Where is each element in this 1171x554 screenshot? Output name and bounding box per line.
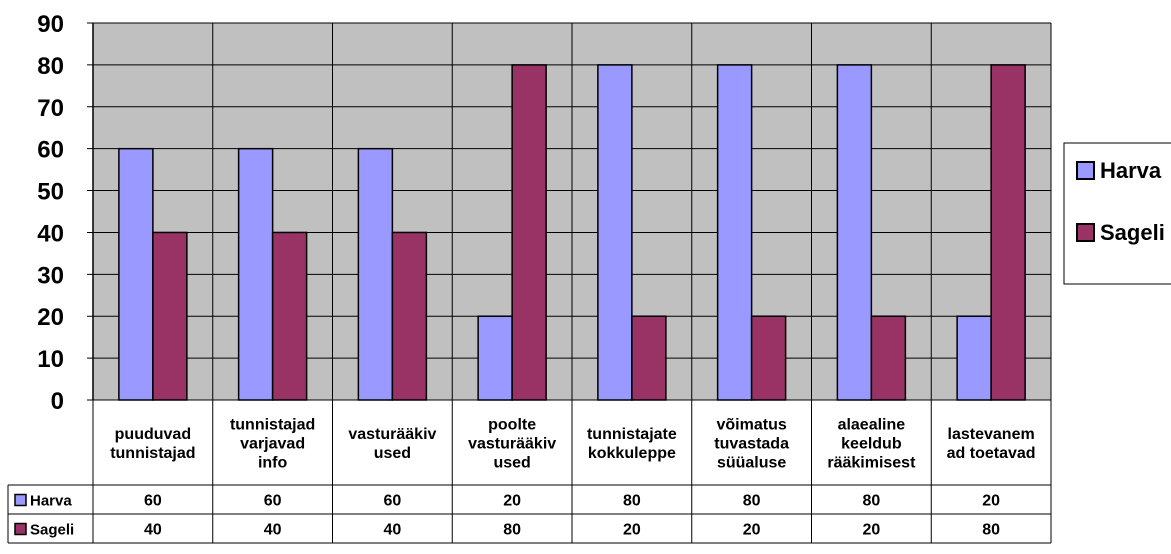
category-label: tunnistajate kokkuleppe — [587, 426, 677, 462]
bar-harva-0 — [118, 147, 154, 401]
legend-label: Harva — [1100, 158, 1162, 183]
category-label: alaealine keeldub rääkimisest — [827, 417, 916, 472]
table-value: 20 — [623, 522, 641, 539]
y-tick-label: 30 — [37, 262, 64, 289]
table-value: 80 — [623, 493, 641, 510]
table-value: 20 — [743, 522, 761, 539]
table-value: 60 — [383, 493, 401, 510]
category-label: poolte vasturääkiv used — [468, 417, 556, 472]
table-value: 20 — [862, 522, 880, 539]
legend-key-sageli — [1076, 223, 1095, 242]
table-value: 80 — [982, 522, 1000, 539]
y-tick-label: 20 — [37, 304, 64, 331]
y-tick-label: 70 — [37, 95, 64, 122]
table-value: 40 — [264, 522, 282, 539]
table-value: 40 — [144, 522, 162, 539]
table-value: 80 — [743, 493, 761, 510]
table-value: 40 — [383, 522, 401, 539]
legend: Harva Sageli — [1063, 142, 1171, 285]
y-tick-label: 50 — [37, 179, 64, 206]
bar-sageli-6 — [870, 315, 907, 401]
bar-sageli-4 — [631, 315, 667, 401]
y-tick-label: 0 — [51, 388, 64, 415]
bar-harva-5 — [716, 64, 753, 401]
category-label: tunnistajad varjavad info — [230, 417, 315, 472]
table-value: 20 — [982, 493, 1000, 510]
table-value: 60 — [144, 493, 162, 510]
category-label: lastevanem ad toetavad — [947, 426, 1036, 462]
table-legend-key-harva — [14, 493, 27, 507]
data-table: puuduvad tunnistajad tunnistajad varjavad in… — [7, 399, 1051, 544]
y-tick-label: 40 — [37, 220, 64, 247]
table-value: 80 — [503, 522, 521, 539]
bar-sageli-7 — [990, 64, 1026, 401]
bar-sageli-5 — [750, 315, 787, 401]
bars — [118, 64, 1026, 401]
category-label: vasturääkiv used — [348, 426, 436, 462]
table-value: 20 — [503, 493, 521, 510]
bar-harva-6 — [836, 64, 873, 401]
category-label: võimatus tuvastada süüaluse — [714, 417, 789, 472]
table-legend-key-sageli — [14, 522, 27, 536]
bar-sageli-1 — [271, 231, 308, 401]
y-tick-label: 10 — [37, 346, 64, 373]
y-axis: 0 10 20 30 40 50 60 70 80 90 — [37, 11, 94, 415]
y-tick-label: 60 — [37, 137, 64, 164]
bar-sageli-3 — [511, 64, 547, 401]
bar-harva-2 — [357, 147, 394, 401]
bar-harva-1 — [237, 147, 274, 401]
bar-harva-7 — [956, 315, 992, 401]
category-label: puuduvad tunnistajad — [110, 426, 195, 462]
table-value: 60 — [264, 493, 282, 510]
bar-sageli-0 — [152, 231, 188, 401]
bar-harva-4 — [597, 64, 633, 401]
table-value: 80 — [862, 493, 880, 510]
y-tick-label: 90 — [37, 11, 64, 38]
table-series-name: Harva — [30, 493, 72, 510]
bar-sageli-2 — [391, 231, 428, 401]
table-series-name: Sageli — [30, 522, 74, 539]
legend-key-harva — [1076, 161, 1095, 180]
bar-harva-3 — [477, 315, 513, 401]
legend-label: Sageli — [1100, 220, 1165, 245]
y-tick-label: 80 — [37, 53, 64, 80]
